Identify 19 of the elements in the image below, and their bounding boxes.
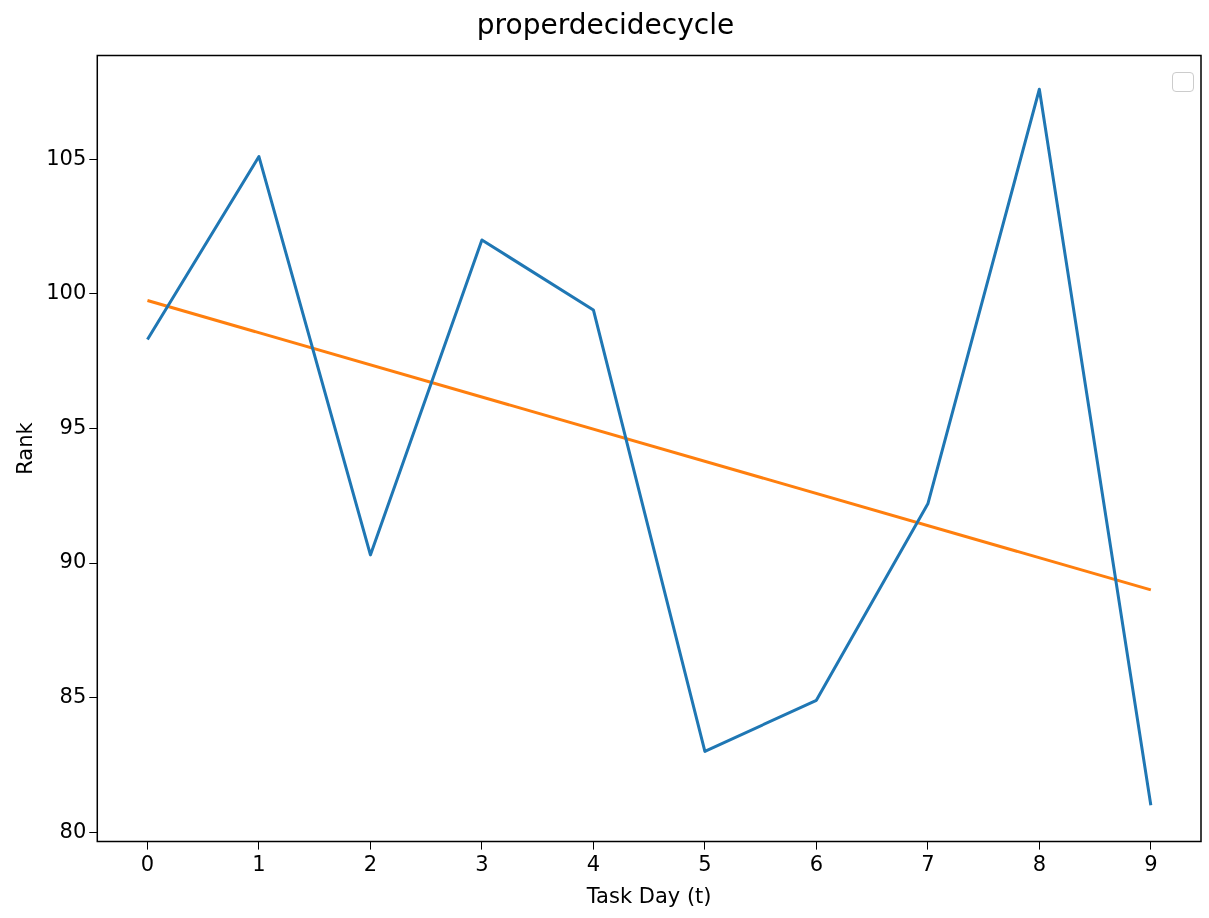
x-tick-label: 4 [586, 851, 601, 876]
x-tick-label: 8 [1032, 851, 1047, 876]
x-tick-label: 1 [252, 851, 266, 876]
x-tick-label: 0 [140, 851, 155, 876]
y-tick-label: 105 [46, 145, 87, 170]
x-tick-label: 2 [363, 851, 378, 876]
x-tick-label: 9 [1144, 851, 1158, 876]
y-tick-label: 80 [59, 818, 87, 843]
x-tick-label: 7 [921, 851, 935, 876]
x-tick-label: 5 [698, 851, 712, 876]
y-tick-label: 95 [59, 414, 87, 439]
x-tick-label: 6 [809, 851, 824, 876]
y-tick-label: 85 [59, 684, 87, 709]
x-tick-label: 3 [475, 851, 489, 876]
y-tick-label: 100 [46, 280, 87, 305]
chart-title: properdecidecycle [476, 8, 735, 42]
y-axis-title: Rank [13, 421, 38, 475]
x-axis-title: Task Day (t) [585, 883, 712, 908]
y-tick-label: 90 [59, 549, 87, 574]
